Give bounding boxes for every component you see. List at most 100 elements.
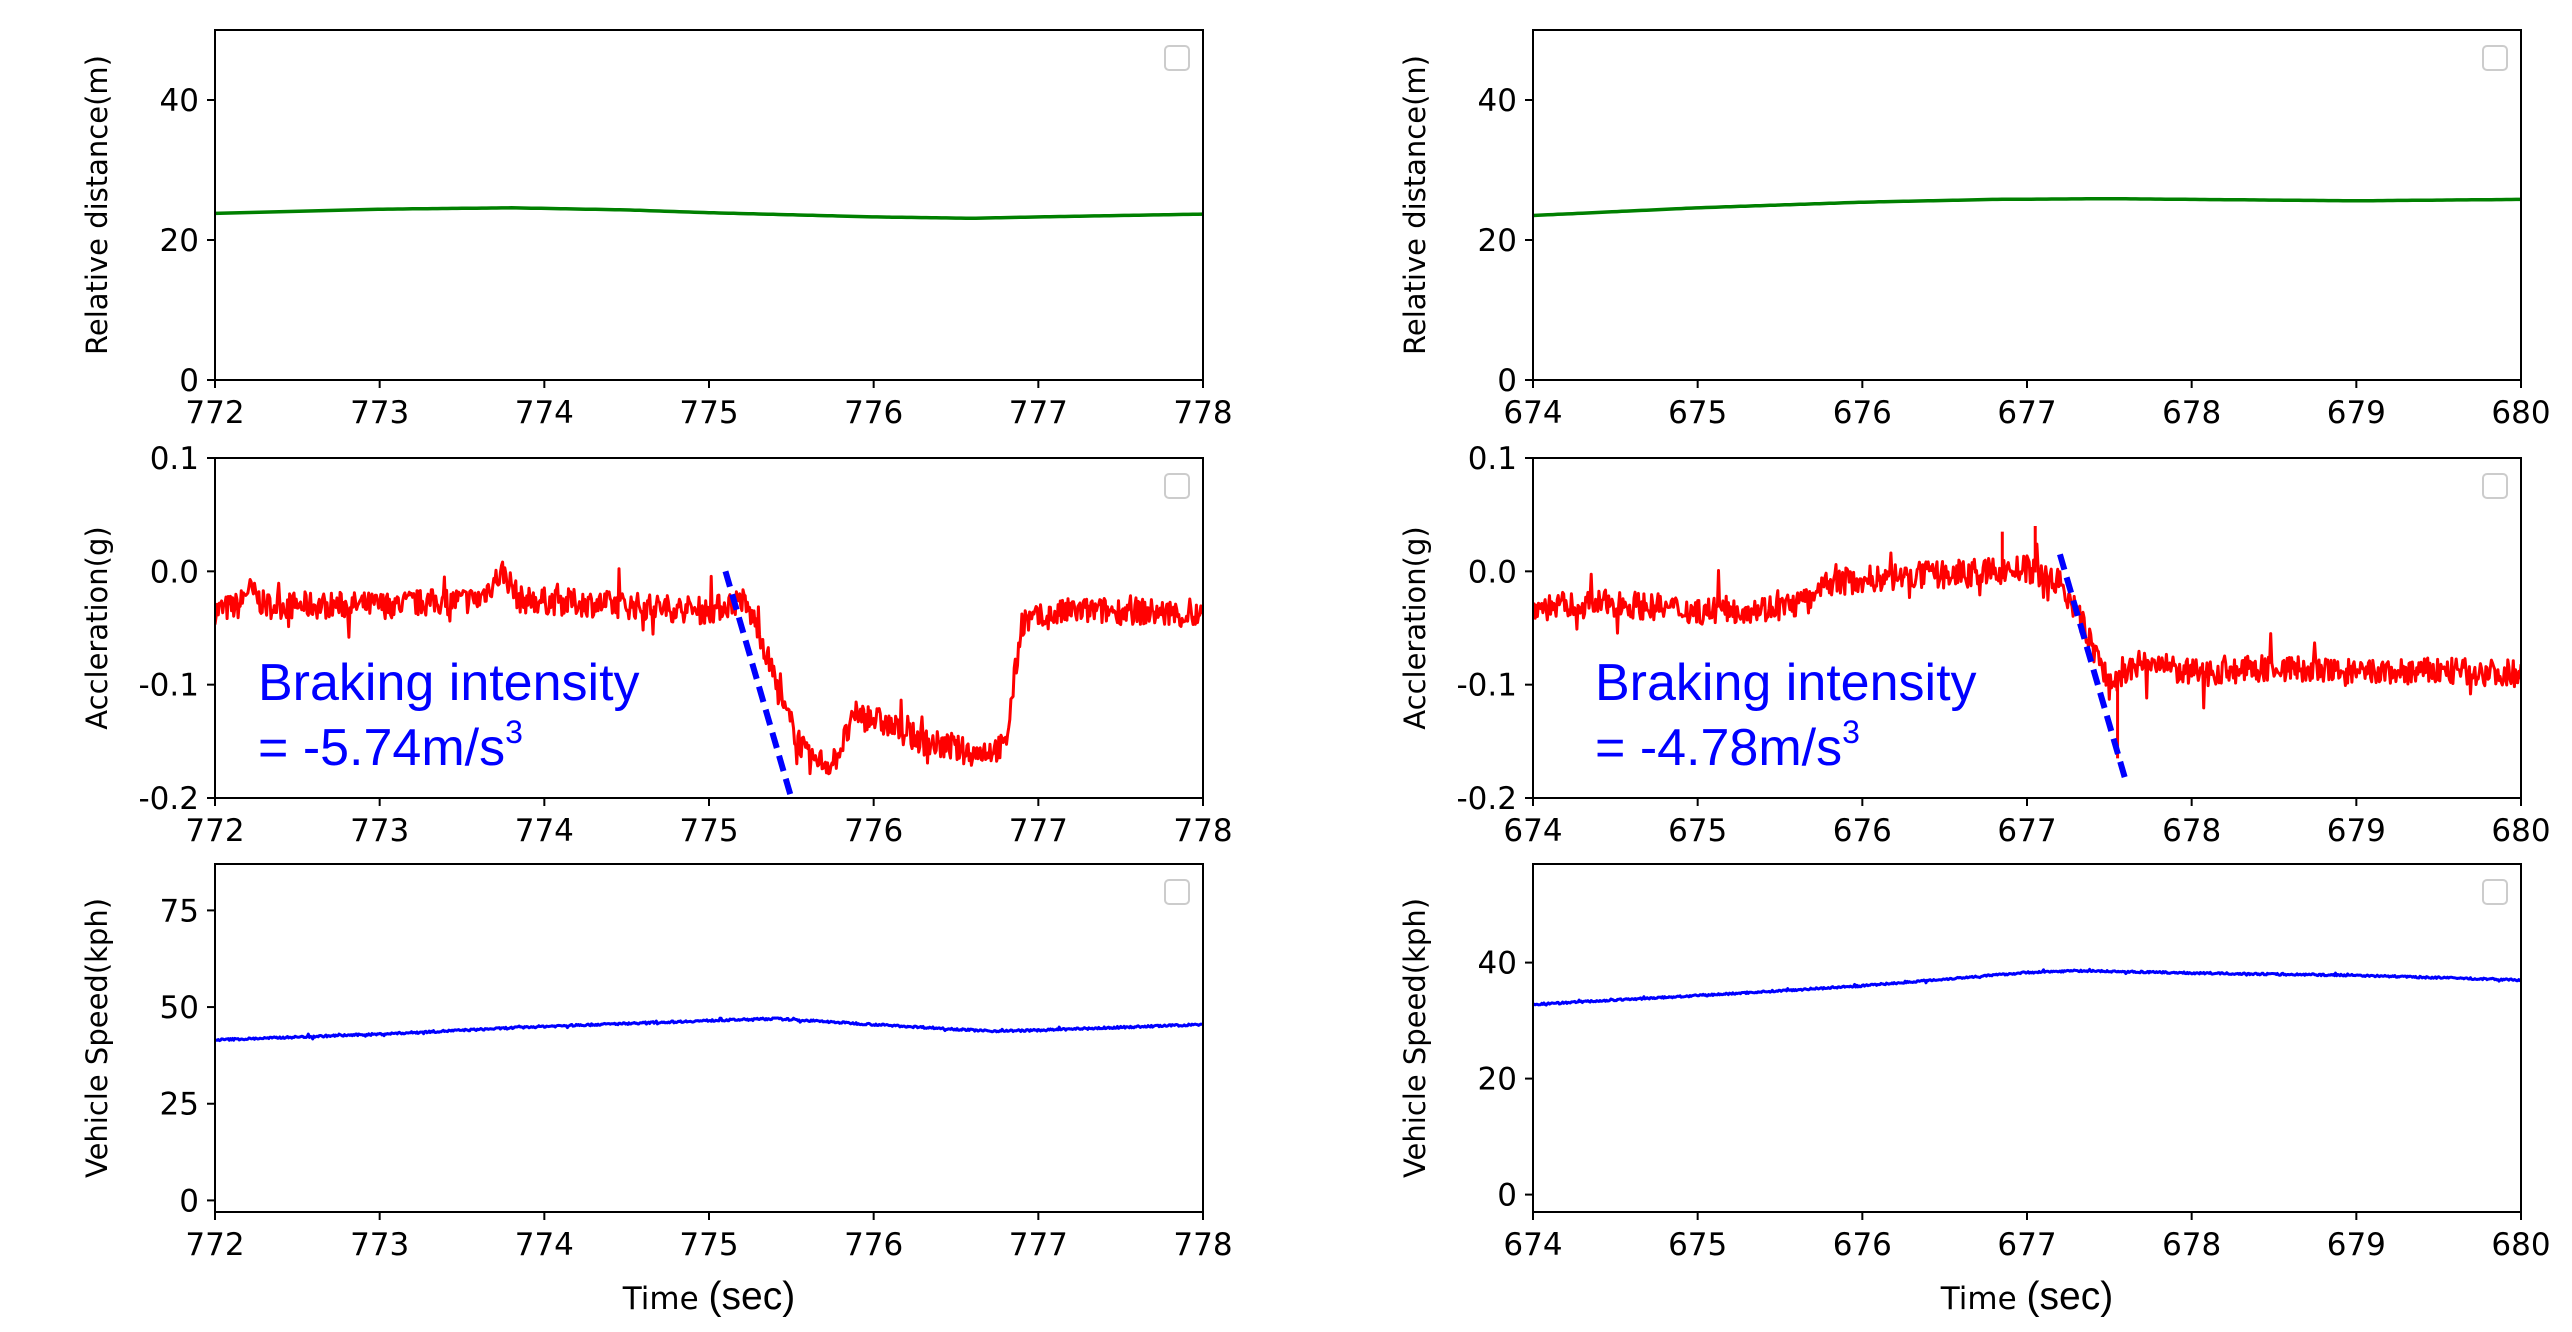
series-line-vehicle-speed	[215, 1016, 1203, 1043]
x-tick-label: 774	[515, 813, 574, 849]
x-tick-label: 775	[679, 1227, 738, 1263]
x-tick-label: 776	[844, 1227, 903, 1263]
x-tick-label: 678	[2162, 395, 2221, 431]
legend-box	[1164, 473, 1190, 499]
braking-intensity-label: Braking intensity	[1595, 654, 1977, 712]
x-tick-label: 772	[185, 1227, 244, 1263]
x-axis-title-unit: (sec)	[2027, 1275, 2114, 1318]
x-tick-label: 776	[844, 395, 903, 431]
legend-box	[1164, 879, 1190, 905]
y-axis-title: Relative distance(m)	[1398, 55, 1432, 355]
plot-frame	[1532, 29, 2522, 381]
x-tick-label: 674	[1503, 1227, 1562, 1263]
y-axis-title: Accleration(g)	[1398, 526, 1432, 729]
x-tick-label: 778	[1173, 813, 1232, 849]
y-axis-title: Vehicle Speed(kph)	[1398, 898, 1432, 1178]
y-tick-label: 0.1	[1468, 441, 1517, 477]
legend-box	[1164, 45, 1190, 71]
braking-intensity-value: = -5.74m/s3	[258, 714, 523, 777]
series-line-acceleration	[215, 560, 1203, 776]
x-tick-label: 773	[350, 395, 409, 431]
x-tick-label: 679	[2327, 395, 2386, 431]
x-axis-title-unit: (sec)	[709, 1275, 796, 1318]
y-tick-label: 40	[1478, 946, 1517, 982]
y-tick-label: 0	[1497, 363, 1517, 399]
y-tick-label: 0.0	[1468, 554, 1517, 590]
x-tick-label: 778	[1173, 1227, 1232, 1263]
legend-box	[2482, 45, 2508, 71]
y-tick-label: 0	[179, 1183, 199, 1219]
y-tick-label: -0.1	[1457, 668, 1518, 704]
x-tick-label: 677	[1997, 1227, 2056, 1263]
x-tick-label: 776	[844, 813, 903, 849]
y-tick-label: 20	[1478, 223, 1517, 259]
x-tick-label: 777	[1009, 395, 1068, 431]
x-tick-label: 677	[1997, 813, 2056, 849]
y-tick-label: 40	[1478, 83, 1517, 119]
x-axis-title: Time (sec)	[1940, 1275, 2113, 1318]
x-tick-label: 680	[2491, 813, 2550, 849]
plot-frame	[214, 863, 1204, 1213]
x-tick-label: 777	[1009, 813, 1068, 849]
chart-panel-left-bottom: 772 773 774 775 776 777 778 0 25 50 75 Vehicle Spee…	[80, 863, 1233, 1318]
x-tick-label: 676	[1833, 395, 1892, 431]
y-tick-label: -0.2	[1457, 781, 1518, 817]
y-tick-label: 50	[160, 990, 199, 1026]
braking-intensity-label: Braking intensity	[258, 654, 640, 712]
series-line-acceleration	[1533, 542, 2521, 710]
legend-box	[2482, 879, 2508, 905]
y-tick-label: 20	[160, 223, 199, 259]
x-tick-label: 678	[2162, 1227, 2221, 1263]
y-axis-title: Accleration(g)	[80, 526, 114, 729]
y-tick-label: 20	[1478, 1062, 1517, 1098]
y-tick-label: 0.1	[150, 441, 199, 477]
x-tick-label: 674	[1503, 813, 1562, 849]
braking-fit-line	[2057, 553, 2129, 782]
x-tick-label: 675	[1668, 813, 1727, 849]
x-tick-label: 677	[1997, 395, 2056, 431]
y-tick-label: 0.0	[150, 554, 199, 590]
x-tick-label: 679	[2327, 813, 2386, 849]
plot-frame	[214, 29, 1204, 381]
x-tick-label: 777	[1009, 1227, 1068, 1263]
y-tick-label: 25	[160, 1087, 199, 1123]
y-tick-label: 75	[160, 893, 199, 929]
x-tick-label: 679	[2327, 1227, 2386, 1263]
x-tick-label: 678	[2162, 813, 2221, 849]
series-line-vehicle-speed	[1533, 967, 2521, 1007]
x-tick-label: 775	[679, 813, 738, 849]
x-tick-label: 775	[679, 395, 738, 431]
x-tick-label: 772	[185, 813, 244, 849]
x-tick-label: 773	[350, 1227, 409, 1263]
chart-panel-right-mid: 674 675 676 677 678 679 680 -0.2 -0.1 0.0 0.1 Accle…	[1398, 441, 2551, 849]
y-tick-label: 40	[160, 83, 199, 119]
y-axis-title: Relative distance(m)	[80, 55, 114, 355]
x-axis-title: Time (sec)	[622, 1275, 795, 1318]
legend-box	[2482, 473, 2508, 499]
x-tick-label: 675	[1668, 395, 1727, 431]
x-tick-label: 676	[1833, 813, 1892, 849]
x-tick-label: 680	[2491, 395, 2550, 431]
x-tick-label: 680	[2491, 1227, 2550, 1263]
y-tick-label: -0.1	[139, 668, 200, 704]
x-tick-label: 674	[1503, 395, 1562, 431]
unit-superscript: 3	[505, 714, 523, 750]
braking-fit-line	[722, 570, 795, 799]
x-tick-label: 774	[515, 1227, 574, 1263]
chart-panel-right-top: 674 675 676 677 678 679 680 0 20 40 Relative dista…	[1398, 29, 2551, 431]
y-tick-label: 0	[179, 363, 199, 399]
x-tick-label: 772	[185, 395, 244, 431]
chart-panel-right-bottom: 674 675 676 677 678 679 680 0 20 40 Vehicle Speed(…	[1398, 863, 2551, 1318]
series-line-relative-distance	[1533, 196, 2521, 218]
x-tick-label: 778	[1173, 395, 1232, 431]
x-tick-label: 773	[350, 813, 409, 849]
y-tick-label: 0	[1497, 1178, 1517, 1214]
unit-superscript: 3	[1842, 714, 1860, 750]
series-line-relative-distance	[215, 206, 1203, 221]
braking-intensity-value: = -4.78m/s3	[1595, 714, 1860, 777]
y-tick-label: -0.2	[139, 781, 200, 817]
x-axis-title-text: Time	[1940, 1281, 2027, 1317]
x-tick-label: 676	[1833, 1227, 1892, 1263]
x-tick-label: 675	[1668, 1227, 1727, 1263]
